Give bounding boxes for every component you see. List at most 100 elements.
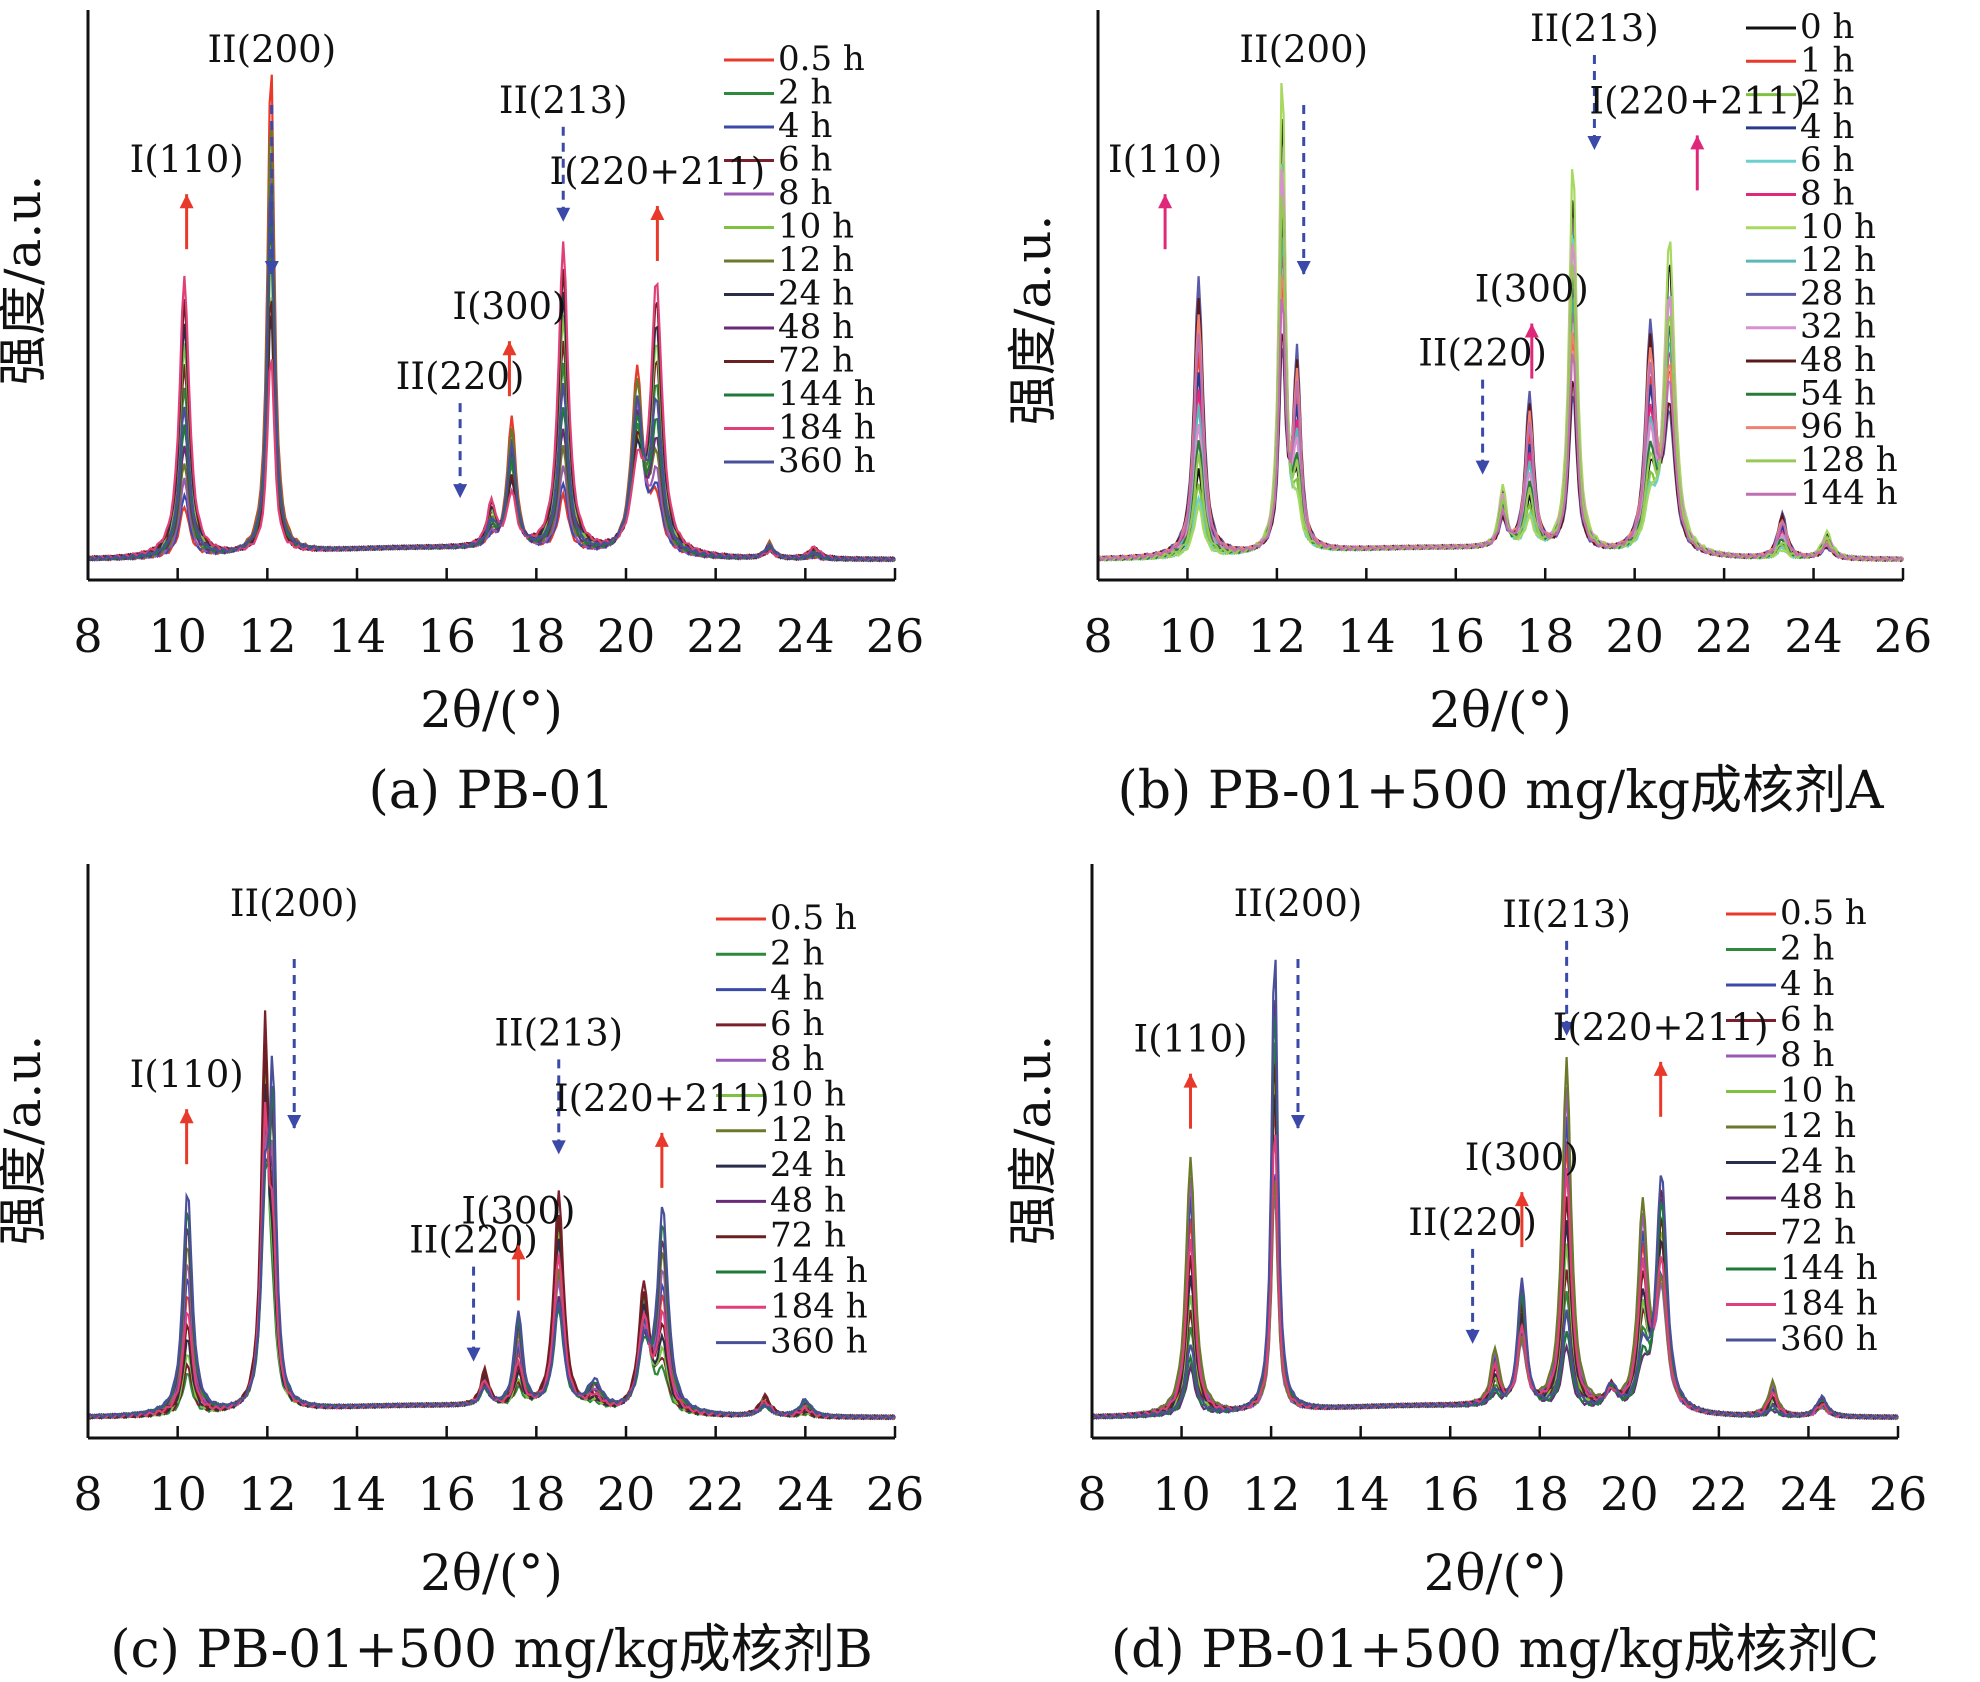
legend-label: 360 h bbox=[1780, 1319, 1878, 1359]
x-tick-label: 12 bbox=[1248, 609, 1307, 663]
x-axis-label: 2θ/(°) bbox=[420, 1544, 563, 1602]
legend-label: 0.5 h bbox=[770, 898, 857, 938]
annotation-arrow-head bbox=[466, 1347, 481, 1362]
x-tick-label: 24 bbox=[1784, 609, 1843, 663]
x-tick-label: 12 bbox=[1242, 1467, 1301, 1521]
legend-label: 128 h bbox=[1800, 440, 1898, 480]
annotation-arrow-head bbox=[502, 341, 517, 356]
annotation-arrow-head bbox=[1465, 1329, 1480, 1344]
peak-annotation-label: I(300) bbox=[461, 1189, 575, 1232]
panel-caption: (a) PB-01 bbox=[368, 761, 614, 821]
x-tick-label: 16 bbox=[1427, 609, 1486, 663]
peak-annotation-label: II(213) bbox=[1502, 893, 1631, 936]
legend-label: 8 h bbox=[778, 173, 832, 213]
y-axis-label: 强度/a.u. bbox=[0, 1035, 52, 1246]
annotation-arrow-head bbox=[1296, 261, 1311, 275]
peak-annotation-label: II(213) bbox=[499, 79, 628, 122]
legend-label: 96 h bbox=[1800, 407, 1876, 447]
peak-annotation-label: I(220+211) bbox=[554, 1077, 770, 1120]
legend-label: 6 h bbox=[1780, 1000, 1834, 1040]
peak-annotation-label: I(110) bbox=[1133, 1018, 1247, 1061]
legend-label: 28 h bbox=[1800, 273, 1876, 313]
annotation-arrow-head bbox=[1587, 136, 1602, 150]
series-line-360h bbox=[87, 1055, 896, 1421]
legend-label: 1 h bbox=[1800, 40, 1854, 80]
annotation-arrow-head bbox=[1158, 194, 1173, 209]
legend-label: 10 h bbox=[770, 1075, 846, 1115]
legend-label: 10 h bbox=[1780, 1071, 1856, 1111]
series-line-360h bbox=[1091, 959, 1899, 1421]
legend-label: 0.5 h bbox=[1780, 893, 1867, 933]
annotation-arrow-head bbox=[1475, 460, 1490, 475]
legend-label: 4 h bbox=[1780, 964, 1834, 1004]
legend-label: 10 h bbox=[1800, 207, 1876, 247]
x-tick-label: 24 bbox=[1779, 1467, 1838, 1521]
y-axis-label: 强度/a.u. bbox=[1004, 215, 1062, 426]
annotation-arrow-head bbox=[1559, 1021, 1574, 1036]
annotation-arrow-head bbox=[287, 1115, 302, 1129]
x-tick-label: 22 bbox=[686, 609, 745, 663]
legend-label: 6 h bbox=[1800, 140, 1854, 180]
legend-label: 6 h bbox=[770, 1004, 824, 1044]
x-tick-label: 12 bbox=[238, 609, 297, 663]
series-line-128h bbox=[1097, 195, 1904, 563]
panel-caption: (c) PB-01+500 mg/kg成核剂B bbox=[110, 1620, 873, 1680]
peak-annotation-label: II(213) bbox=[1530, 7, 1659, 50]
y-axis-label: 强度/a.u. bbox=[1004, 1035, 1062, 1246]
annotation-arrow-head bbox=[511, 1245, 526, 1260]
legend-label: 4 h bbox=[778, 106, 832, 146]
legend-label: 72 h bbox=[770, 1216, 846, 1256]
panel-caption: (d) PB-01+500 mg/kg成核剂C bbox=[1111, 1620, 1879, 1680]
legend-label: 6 h bbox=[778, 140, 832, 180]
annotation-arrow-head bbox=[179, 194, 194, 209]
annotation-arrow-head bbox=[551, 1140, 566, 1155]
legend-label: 4 h bbox=[1800, 107, 1854, 147]
legend-label: 144 h bbox=[1800, 473, 1898, 513]
peak-annotation-label: II(220) bbox=[1408, 1201, 1537, 1244]
legend-label: 0.5 h bbox=[778, 39, 865, 79]
x-tick-label: 14 bbox=[1331, 1467, 1390, 1521]
x-tick-label: 10 bbox=[148, 609, 207, 663]
annotation-arrow-head bbox=[179, 1109, 194, 1124]
legend-label: 72 h bbox=[1780, 1213, 1856, 1253]
x-tick-label: 26 bbox=[1869, 1467, 1928, 1521]
legend-label: 2 h bbox=[770, 933, 824, 973]
x-tick-label: 8 bbox=[1083, 609, 1112, 663]
peak-annotation-label: I(110) bbox=[1108, 138, 1222, 181]
x-tick-label: 18 bbox=[1511, 1467, 1570, 1521]
legend-label: 12 h bbox=[1780, 1106, 1856, 1146]
x-tick-label: 14 bbox=[1337, 609, 1396, 663]
legend-label: 32 h bbox=[1800, 307, 1876, 347]
annotation-arrow-head bbox=[1514, 1192, 1529, 1207]
annotation-arrow-head bbox=[1524, 323, 1539, 338]
x-tick-label: 18 bbox=[507, 1467, 566, 1521]
legend-label: 184 h bbox=[778, 408, 876, 448]
x-tick-label: 14 bbox=[328, 1467, 387, 1521]
peak-annotation-label: I(220+211) bbox=[550, 150, 766, 193]
peak-annotation-label: II(220) bbox=[396, 355, 525, 398]
legend-label: 72 h bbox=[778, 341, 854, 381]
legend-label: 2 h bbox=[1780, 929, 1834, 969]
x-tick-label: 12 bbox=[238, 1467, 297, 1521]
panel-d: 8 10 12 14 16 18 20 22 24 26 2θ/(°) 强度/a.u. (d) PB-0… bbox=[1004, 864, 1927, 1680]
x-tick-label: 10 bbox=[1152, 1467, 1211, 1521]
legend-label: 24 h bbox=[770, 1145, 846, 1185]
peak-annotation-label: II(200) bbox=[230, 882, 359, 925]
x-tick-label: 20 bbox=[1605, 609, 1664, 663]
legend-label: 360 h bbox=[770, 1322, 868, 1362]
legend-label: 12 h bbox=[770, 1110, 846, 1150]
legend-label: 8 h bbox=[1800, 174, 1854, 214]
legend-label: 184 h bbox=[1780, 1284, 1878, 1324]
x-tick-label: 14 bbox=[328, 609, 387, 663]
peak-annotation-label: I(110) bbox=[130, 1053, 244, 1096]
panel-b: 8 10 12 14 16 18 20 22 24 26 2θ/(°) 强度/a.u. (b) PB-0… bbox=[1004, 7, 1932, 821]
x-tick-label: 18 bbox=[507, 609, 566, 663]
peak-annotation-label: II(200) bbox=[207, 28, 336, 71]
legend-label: 24 h bbox=[778, 274, 854, 314]
x-tick-label: 20 bbox=[597, 609, 656, 663]
peak-annotation-label: I(110) bbox=[130, 138, 244, 181]
legend-label: 10 h bbox=[778, 207, 854, 247]
annotation-arrow-head bbox=[650, 205, 665, 220]
legend-label: 184 h bbox=[770, 1286, 868, 1326]
legend-label: 144 h bbox=[1780, 1248, 1878, 1288]
